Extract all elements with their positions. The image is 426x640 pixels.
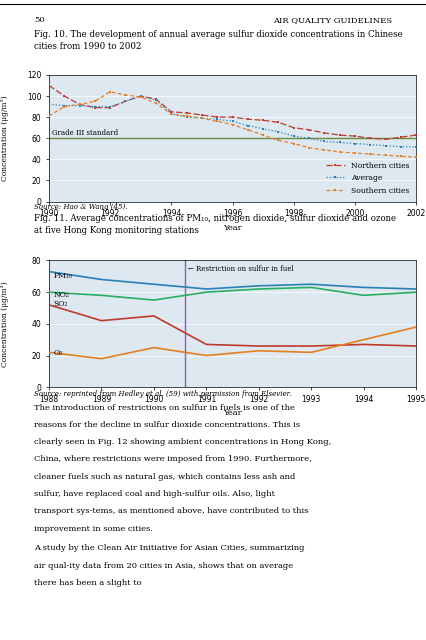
Text: O₃: O₃ xyxy=(53,349,62,357)
Text: A study by the Clean Air Initiative for Asian Cities, summarizing: A study by the Clean Air Initiative for … xyxy=(34,544,305,552)
Text: there has been a slight to: there has been a slight to xyxy=(34,579,142,587)
X-axis label: Year: Year xyxy=(223,224,242,232)
Text: AIR QUALITY GUIDELINES: AIR QUALITY GUIDELINES xyxy=(273,16,392,24)
Text: The introduction of restrictions on sulfur in fuels is one of the: The introduction of restrictions on sulf… xyxy=(34,404,295,412)
Text: Source: reprinted from Hedley et al. (59) with permission from Elsevier.: Source: reprinted from Hedley et al. (59… xyxy=(34,390,291,398)
Text: PM₁₀: PM₁₀ xyxy=(53,271,72,280)
Text: improvement in some cities.: improvement in some cities. xyxy=(34,525,153,532)
Text: Fig. 10. The development of annual average sulfur dioxide concentrations in Chin: Fig. 10. The development of annual avera… xyxy=(34,30,403,51)
Y-axis label: Concentration (μg/m³): Concentration (μg/m³) xyxy=(0,95,9,181)
Text: sulfur, have replaced coal and high-sulfur oils. Also, light: sulfur, have replaced coal and high-sulf… xyxy=(34,490,275,498)
Text: reasons for the decline in sulfur dioxide concentrations. This is: reasons for the decline in sulfur dioxid… xyxy=(34,421,300,429)
Text: Fig. 11. Average concentrations of PM₁₀, nitrogen dioxide, sulfur dioxide and oz: Fig. 11. Average concentrations of PM₁₀,… xyxy=(34,214,396,235)
Text: Grade III standard: Grade III standard xyxy=(52,129,118,137)
Text: SO₂: SO₂ xyxy=(53,300,68,308)
X-axis label: Year: Year xyxy=(223,410,242,417)
Text: clearly seen in Fig. 12 showing ambient concentrations in Hong Kong,: clearly seen in Fig. 12 showing ambient … xyxy=(34,438,331,446)
Y-axis label: Concentration (μg/m³): Concentration (μg/m³) xyxy=(0,281,9,367)
Text: air qual-ity data from 20 cities in Asia, shows that on average: air qual-ity data from 20 cities in Asia… xyxy=(34,561,293,570)
Legend: Northern cities, Average, Southern cities: Northern cities, Average, Southern citie… xyxy=(322,159,412,198)
Text: cleaner fuels such as natural gas, which contains less ash and: cleaner fuels such as natural gas, which… xyxy=(34,473,296,481)
Text: NO₂: NO₂ xyxy=(53,291,69,299)
Text: transport sys-tems, as mentioned above, have contributed to this: transport sys-tems, as mentioned above, … xyxy=(34,508,308,515)
Text: 50: 50 xyxy=(34,16,45,24)
Text: ← Restriction on sulfur in fuel: ← Restriction on sulfur in fuel xyxy=(188,265,294,273)
Text: China, where restrictions were imposed from 1990. Furthermore,: China, where restrictions were imposed f… xyxy=(34,456,312,463)
Text: Source: Hao & Wang (45).: Source: Hao & Wang (45). xyxy=(34,203,127,211)
